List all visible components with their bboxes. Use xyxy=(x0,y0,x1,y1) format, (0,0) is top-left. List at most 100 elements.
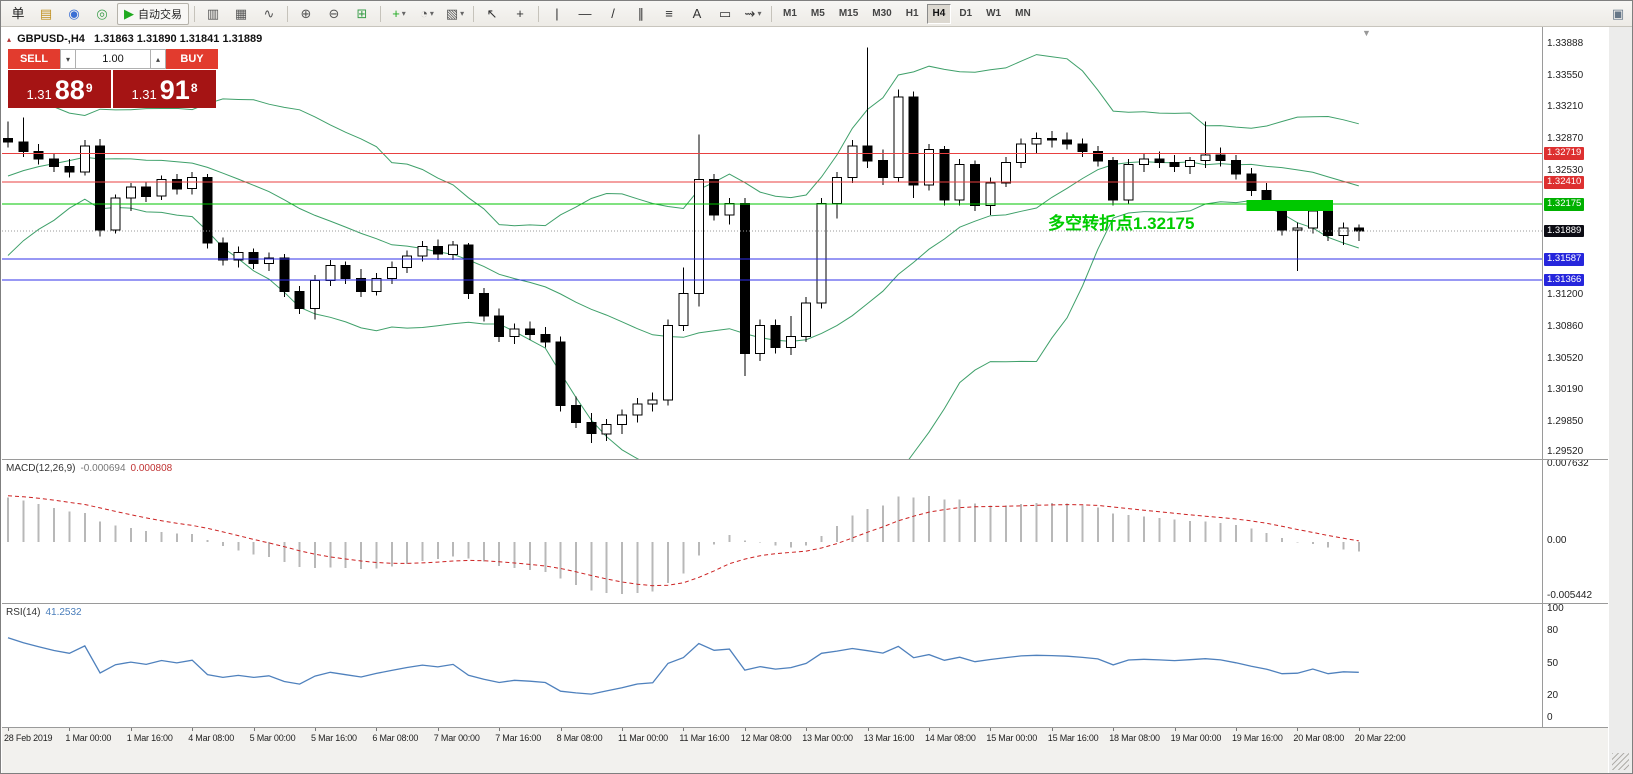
indicators-button[interactable]: + ▾ xyxy=(386,3,412,25)
text-label-button[interactable]: ▭ xyxy=(712,3,738,25)
price-scale[interactable]: 1.33888 1.33550 1.33210 1.32870 1.32530 1.312… xyxy=(1542,27,1608,727)
time-tick xyxy=(806,728,808,731)
chart-window-button[interactable]: ▤ xyxy=(33,3,59,25)
toolbar-separator xyxy=(287,5,288,22)
macd-canvas[interactable] xyxy=(2,460,1542,603)
periods-icon: ◔ xyxy=(420,6,428,21)
bar-chart-icon-icon: ▥ xyxy=(206,6,220,21)
equidistant-channel-icon: ∥ xyxy=(637,6,645,21)
timeframe-h1-button[interactable]: H1 xyxy=(905,8,919,19)
dock-windows-button[interactable]: ▣ xyxy=(1605,3,1631,25)
timeframe-m30-button[interactable]: M30 xyxy=(872,8,892,19)
data-window-icon: ◉ xyxy=(68,6,80,21)
horizontal-line-button[interactable]: — xyxy=(572,3,598,25)
time-tick xyxy=(499,728,501,731)
volume-down-button[interactable]: ▾ xyxy=(60,49,76,69)
time-tick xyxy=(990,728,992,731)
time-tick xyxy=(315,728,316,731)
toolbar: 单 ▤ ◉ ◎ ▶ 自动交易 ▥ ▦ ∿ ⊕ ⊖ ⊞ + ▾ ◔ ▾ ▧ ▾ ↖ + | — / ∥ ≡ A ▭ ⇝ ▾ M1 M5 M15 M… xyxy=(1,1,1632,27)
window-bottom-strip xyxy=(2,747,1608,773)
time-tick xyxy=(1174,728,1176,731)
timeframe-d1-button[interactable]: D1 xyxy=(959,8,973,19)
crosshair-button[interactable]: + xyxy=(507,3,533,25)
tile-windows-button[interactable]: ⊞ xyxy=(349,3,375,25)
buy-button[interactable]: BUY xyxy=(166,49,218,69)
ohlc-readout: 1.31863 1.31890 1.31841 1.31889 xyxy=(93,33,263,45)
data-window-button[interactable]: ◉ xyxy=(61,3,87,25)
time-axis-label: 15 Mar 00:00 xyxy=(986,733,1038,743)
indicators-icon: + xyxy=(392,6,400,21)
time-tick xyxy=(437,728,439,731)
price-badge: 1.32410 xyxy=(1544,176,1585,189)
autotrading-button[interactable]: ▶ 自动交易 xyxy=(117,2,189,25)
templates-button[interactable]: ▧ ▾ xyxy=(442,3,468,25)
price-chart-canvas[interactable] xyxy=(2,27,1542,459)
price-scale-label: 1.32870 xyxy=(1547,133,1584,145)
macd-signal-value: 0.000808 xyxy=(130,463,173,474)
pane-separator xyxy=(1543,459,1608,460)
time-axis-label: 11 Mar 00:00 xyxy=(618,733,668,743)
time-axis-label: 14 Mar 08:00 xyxy=(925,733,976,743)
arrows-button[interactable]: ⇝ ▾ xyxy=(740,3,766,25)
time-tick xyxy=(744,728,746,731)
fibonacci-button[interactable]: ≡ xyxy=(656,3,682,25)
line-chart-icon-icon: ∿ xyxy=(263,6,275,21)
new-order-button[interactable]: 单 xyxy=(5,3,31,25)
price-chart-pane[interactable]: ▴ GBPUSD-,H4 1.31863 1.31890 1.31841 1.3… xyxy=(2,27,1542,459)
line-chart-icon-button[interactable]: ∿ xyxy=(256,3,282,25)
time-axis[interactable]: 28 Feb 2019 1 Mar 00:00 1 Mar 16:00 4 Mar 0… xyxy=(2,727,1608,747)
price-scale-label: 1.32530 xyxy=(1547,165,1584,176)
resize-grip[interactable] xyxy=(1612,753,1629,770)
timeframe-mn-button[interactable]: MN xyxy=(1015,8,1031,19)
toolbar-separator xyxy=(538,5,539,22)
time-tick xyxy=(1051,728,1053,731)
one-click-trading-panel: SELL ▾ 1.00 ▴ BUY 1.31 889 1.31 918 xyxy=(8,49,218,108)
zoom-in-button[interactable]: ⊕ xyxy=(293,3,319,25)
zoom-out-button[interactable]: ⊖ xyxy=(321,3,347,25)
time-tick xyxy=(867,728,869,731)
candlestick-chart-icon-icon: ▦ xyxy=(234,6,248,21)
candlestick-chart-icon-button[interactable]: ▦ xyxy=(228,3,254,25)
web-request-icon: ◎ xyxy=(96,6,108,21)
sell-price-display[interactable]: 1.31 889 xyxy=(8,70,111,108)
time-axis-label: 4 Mar 08:00 xyxy=(188,733,235,743)
time-axis-label: 13 Mar 00:00 xyxy=(802,733,853,743)
new-order-icon: 单 xyxy=(11,6,25,21)
rsi-canvas[interactable] xyxy=(2,604,1542,727)
time-axis-label: 18 Mar 08:00 xyxy=(1109,733,1160,743)
periods-button[interactable]: ◔ ▾ xyxy=(414,3,440,25)
chart-shift-marker-icon: ▼ xyxy=(1362,28,1371,38)
symbol-timeframe-label: GBPUSD-,H4 xyxy=(17,33,85,45)
sell-button[interactable]: SELL xyxy=(8,49,60,69)
crosshair-icon: + xyxy=(516,6,524,21)
buy-price-display[interactable]: 1.31 918 xyxy=(113,70,216,108)
volume-up-button[interactable]: ▴ xyxy=(150,49,166,69)
autotrading-icon: ▶ xyxy=(124,6,134,21)
time-tick xyxy=(1297,728,1299,731)
timeframe-m15-button[interactable]: M15 xyxy=(838,8,859,19)
time-tick xyxy=(376,728,378,731)
price-badge: 1.31587 xyxy=(1544,253,1585,266)
cursor-button[interactable]: ↖ xyxy=(479,3,505,25)
trendline-button[interactable]: / xyxy=(600,3,626,25)
time-tick xyxy=(253,728,255,731)
timeframe-h4-button[interactable]: H4 xyxy=(926,3,952,24)
equidistant-channel-button[interactable]: ∥ xyxy=(628,3,654,25)
caret-down-icon: ▾ xyxy=(401,9,406,18)
horizontal-line-icon: — xyxy=(578,6,592,21)
time-tick xyxy=(622,728,623,731)
vertical-line-button[interactable]: | xyxy=(544,3,570,25)
text-button[interactable]: A xyxy=(684,3,710,25)
macd-pane[interactable]: MACD(12,26,9) -0.000694 0.000808 xyxy=(2,459,1542,603)
timeframe-m5-button[interactable]: M5 xyxy=(810,8,825,19)
bar-chart-icon-button[interactable]: ▥ xyxy=(200,3,226,25)
web-request-button[interactable]: ◎ xyxy=(89,3,115,25)
rsi-scale-label: 80 xyxy=(1547,624,1559,636)
time-axis-label: 19 Mar 16:00 xyxy=(1232,733,1283,743)
timeframe-w1-button[interactable]: W1 xyxy=(986,8,1002,19)
zoom-out-icon: ⊖ xyxy=(328,6,340,21)
rsi-pane[interactable]: RSI(14) 41.2532 xyxy=(2,603,1542,727)
volume-input[interactable]: 1.00 xyxy=(76,49,150,69)
macd-scale-label: 0.00 xyxy=(1547,535,1567,546)
timeframe-m1-button[interactable]: M1 xyxy=(783,8,797,19)
